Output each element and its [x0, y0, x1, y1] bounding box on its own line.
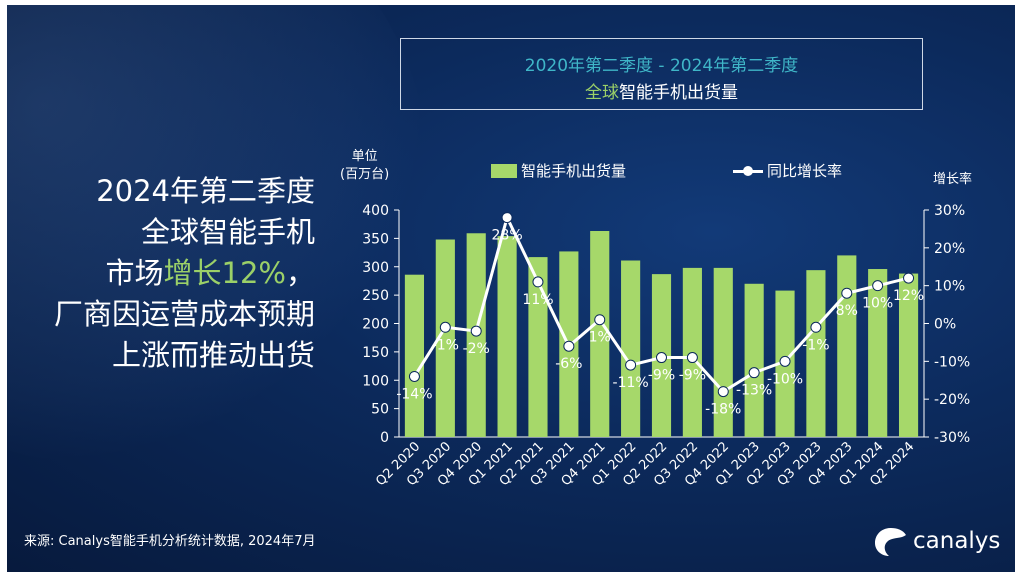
growth-data-label: -6% [555, 356, 582, 372]
bar-shipments [497, 236, 517, 437]
growth-data-label: 12% [893, 288, 924, 304]
growth-point [563, 340, 575, 352]
bar-shipments [590, 230, 610, 437]
slide-background: 2020年第二季度 - 2024年第二季度 全球智能手机出货量 2024年第二季… [7, 5, 1015, 572]
growth-point [408, 370, 420, 382]
bar-shipments [868, 269, 888, 437]
legend-label-growth: 同比增长率 [767, 162, 843, 180]
growth-point [903, 272, 915, 284]
bar-shipments [713, 267, 733, 437]
right-tick-label: 30% [934, 203, 965, 219]
growth-data-label: -18% [705, 402, 741, 418]
chart-title-highlight: 全球 [585, 83, 619, 103]
bar-shipments [528, 257, 548, 437]
growth-data-label: 10% [862, 296, 893, 312]
growth-data-label: -9% [648, 368, 675, 384]
right-tick-label: -10% [934, 354, 970, 370]
legend-item-growth: 同比增长率 [733, 160, 842, 181]
headline-line2: 全球智能手机 [140, 215, 315, 249]
growth-point [779, 355, 791, 367]
legend-label-shipments: 智能手机出货量 [521, 162, 627, 180]
right-axis-label: 增长率 [933, 172, 973, 187]
bar-shipments [806, 270, 826, 437]
bar-shipments [744, 283, 764, 437]
growth-point [748, 367, 760, 379]
growth-data-label: -1% [432, 337, 459, 353]
right-tick-label: 10% [934, 279, 965, 295]
left-tick-label: 50 [371, 402, 389, 418]
headline-line5: 上涨而推动出货 [111, 338, 315, 372]
headline-highlight: 增长12% [163, 256, 286, 290]
left-tick-label: 200 [362, 317, 389, 333]
growth-data-label: 8% [836, 303, 858, 319]
left-axis-label-line1: 单位 [351, 149, 378, 164]
left-tick-label: 350 [362, 231, 389, 247]
headline-line3-prefix: 市场 [105, 256, 164, 290]
left-tick-label: 150 [362, 345, 389, 361]
growth-data-label: 1% [589, 330, 611, 346]
headline-line4: 厂商因运营成本预期 [53, 297, 315, 331]
growth-data-label: -10% [767, 371, 803, 387]
headline-line3: 市场增长12%， [7, 253, 316, 294]
growth-point [470, 325, 482, 337]
legend-item-shipments: 智能手机出货量 [491, 160, 626, 181]
growth-data-label: -13% [736, 383, 772, 399]
growth-point [625, 359, 637, 371]
headline: 2024年第二季度 全球智能手机 市场增长12%， 厂商因运营成本预期 上涨而推… [7, 171, 315, 376]
growth-data-label: -2% [463, 341, 490, 357]
chart-title-line2: 全球智能手机出货量 [401, 78, 922, 103]
canalys-logo: canalys [873, 525, 1003, 559]
growth-data-label: -1% [802, 337, 829, 353]
growth-point [872, 280, 884, 292]
canalys-logo-text: canalys [913, 528, 1001, 554]
growth-point [439, 321, 451, 333]
chart-title-rest: 智能手机出货量 [619, 83, 738, 103]
growth-data-label: -14% [396, 386, 432, 402]
right-tick-label: 20% [934, 241, 965, 257]
right-tick-label: 0% [934, 317, 956, 333]
chart-svg: 40035030025020015010050030%20%10%0%-10%-… [362, 203, 970, 489]
growth-data-label: 28% [492, 228, 523, 244]
bar-shipments [404, 274, 425, 437]
left-axis-label: 单位 (百万台) [340, 148, 389, 184]
legend-line-swatch [733, 164, 763, 178]
bar-shipments [435, 239, 455, 437]
bar-shipments [837, 255, 857, 437]
bar-shipments [621, 260, 641, 437]
chart-title-line1: 2020年第二季度 - 2024年第二季度 [524, 56, 799, 76]
growth-data-label: -9% [679, 368, 706, 384]
growth-point [501, 212, 513, 224]
growth-point [810, 321, 822, 333]
growth-point [686, 352, 698, 364]
legend-bar-swatch [491, 164, 517, 178]
left-tick-label: 300 [362, 260, 389, 276]
chart-title-box: 2020年第二季度 - 2024年第二季度 全球智能手机出货量 [400, 38, 923, 110]
headline-line1: 2024年第二季度 [96, 174, 315, 208]
left-tick-label: 100 [362, 373, 389, 389]
bar-shipments [898, 273, 919, 437]
growth-point [717, 386, 729, 398]
right-tick-label: -30% [934, 430, 970, 446]
source-note: 来源: Canalys智能手机分析统计数据, 2024年7月 [24, 534, 316, 549]
growth-point [532, 276, 544, 288]
left-tick-label: 250 [362, 288, 389, 304]
headline-line3-suffix: ， [285, 256, 315, 290]
left-axis-label-line2: (百万台) [340, 167, 390, 182]
left-tick-label: 400 [362, 203, 389, 219]
growth-data-label: -11% [613, 375, 649, 391]
growth-data-label: 11% [522, 292, 553, 308]
growth-point [841, 287, 853, 299]
left-tick-label: 0 [380, 430, 389, 446]
growth-point [594, 314, 606, 326]
canalys-logo-icon [875, 528, 906, 556]
growth-point [656, 352, 667, 364]
right-tick-label: -20% [934, 392, 970, 408]
